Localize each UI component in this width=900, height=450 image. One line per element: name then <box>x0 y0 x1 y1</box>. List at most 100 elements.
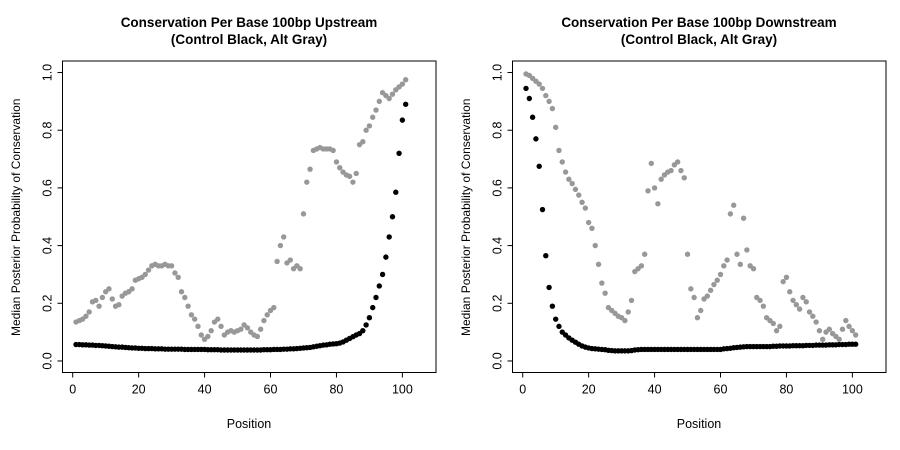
x-tick-label: 100 <box>842 383 863 397</box>
alt-data-point <box>195 323 201 330</box>
alt-data-point <box>783 274 790 281</box>
control-data-point <box>539 206 546 213</box>
alt-data-point <box>261 317 267 324</box>
alt-data-point <box>185 303 191 309</box>
control-data-point <box>543 252 549 259</box>
control-data-point <box>373 294 379 301</box>
alt-data-point <box>373 107 379 113</box>
downstream-x-axis-label: Position <box>676 417 722 431</box>
alt-data-point <box>566 176 572 182</box>
alt-data-point <box>86 309 92 315</box>
alt-data-point <box>836 336 842 343</box>
upstream-scatter-plot: 0 20 40 60 80 100 0.0 0.2 0.4 0.6 0.8 1.0 <box>41 60 437 397</box>
alt-data-point <box>839 326 846 332</box>
alt-data-point <box>688 286 694 292</box>
alt-data-point <box>337 165 343 171</box>
alt-data-point <box>787 289 793 295</box>
alt-data-point <box>353 170 359 177</box>
alt-data-point <box>142 271 148 278</box>
alt-data-point <box>402 77 409 83</box>
y-tick-label: 0.4 <box>41 237 55 254</box>
alt-data-point <box>757 297 763 304</box>
x-tick-label: 20 <box>132 383 146 397</box>
alt-data-point <box>645 188 651 194</box>
alt-data-point <box>552 124 559 131</box>
alt-data-point <box>333 159 340 165</box>
alt-data-point <box>205 333 211 340</box>
alt-data-point <box>178 289 185 295</box>
y-tick-label: 0.6 <box>41 179 55 196</box>
control-data-point <box>383 254 389 260</box>
alt-data-point <box>191 316 198 322</box>
alt-data-point <box>543 92 549 99</box>
alt-data-point <box>300 211 307 217</box>
control-data-point <box>363 322 369 328</box>
alt-data-point <box>297 265 303 272</box>
y-tick-label: 0.0 <box>491 352 505 369</box>
alt-data-point <box>218 323 224 330</box>
alt-data-point <box>678 167 684 174</box>
alt-data-point <box>83 313 89 319</box>
alt-data-point <box>737 261 743 268</box>
x-tick-label: 0 <box>69 383 76 397</box>
alt-data-point <box>198 332 204 338</box>
alt-data-point <box>721 263 727 269</box>
alt-data-point <box>773 327 780 334</box>
alt-data-point <box>208 327 214 334</box>
plot-frame <box>512 60 887 373</box>
alt-data-point <box>770 320 776 327</box>
alt-data-point <box>386 95 392 102</box>
alt-data-point <box>304 179 310 185</box>
alt-data-point <box>559 159 565 165</box>
alt-data-point <box>760 303 767 309</box>
control-data-point <box>402 101 409 107</box>
y-tick-label: 0.0 <box>41 352 55 369</box>
control-data-point <box>386 234 392 240</box>
alt-data-point <box>625 309 631 315</box>
alt-data-point <box>546 98 552 105</box>
y-tick-label: 0.2 <box>41 295 55 312</box>
plot-frame <box>62 60 437 373</box>
control-data-point <box>549 303 556 309</box>
y-tick-label: 1.0 <box>41 64 55 81</box>
control-data-point <box>396 150 402 156</box>
control-data-point <box>370 304 376 311</box>
x-tick-label: 0 <box>519 383 526 397</box>
control-data-point <box>360 327 366 334</box>
alt-data-point <box>589 225 595 231</box>
x-tick-label: 60 <box>264 383 278 397</box>
alt-data-point <box>99 294 106 301</box>
alt-data-point <box>556 147 562 154</box>
x-tick-label: 80 <box>329 383 343 397</box>
upstream-panel: 0 20 40 60 80 100 0.0 0.2 0.4 0.6 0.8 1.0 Conservat… <box>9 15 437 431</box>
alt-data-point <box>145 267 152 273</box>
alt-data-point <box>740 215 747 221</box>
alt-data-point <box>602 290 608 296</box>
alt-data-point <box>730 202 737 208</box>
y-tick-label: 0.6 <box>491 179 505 196</box>
downstream-scatter-plot: 0 20 40 60 80 100 0.0 0.2 0.4 0.6 0.8 1.0 <box>491 60 887 397</box>
alt-data-point <box>330 147 336 154</box>
alt-data-point <box>576 192 582 198</box>
alt-data-point <box>536 81 542 87</box>
alt-data-point <box>681 175 687 181</box>
alt-data-point <box>592 242 598 249</box>
alt-data-point <box>549 105 556 112</box>
alt-data-point <box>188 312 195 318</box>
alt-data-point <box>813 319 819 325</box>
alt-data-point <box>96 303 102 309</box>
downstream-subtitle: (Control Black, Alt Gray) <box>620 31 778 47</box>
x-tick-label: 60 <box>714 383 728 397</box>
alt-data-point <box>287 257 293 263</box>
alt-data-point <box>648 160 654 167</box>
alt-data-point <box>244 325 251 331</box>
alt-data-point <box>684 251 691 257</box>
x-tick-label: 40 <box>198 383 212 397</box>
alt-data-point <box>790 297 796 304</box>
alt-data-point <box>363 127 369 133</box>
alt-data-point <box>707 287 714 293</box>
alt-data-point <box>711 281 717 288</box>
alt-data-point <box>399 81 406 87</box>
x-tick-label: 20 <box>582 383 596 397</box>
